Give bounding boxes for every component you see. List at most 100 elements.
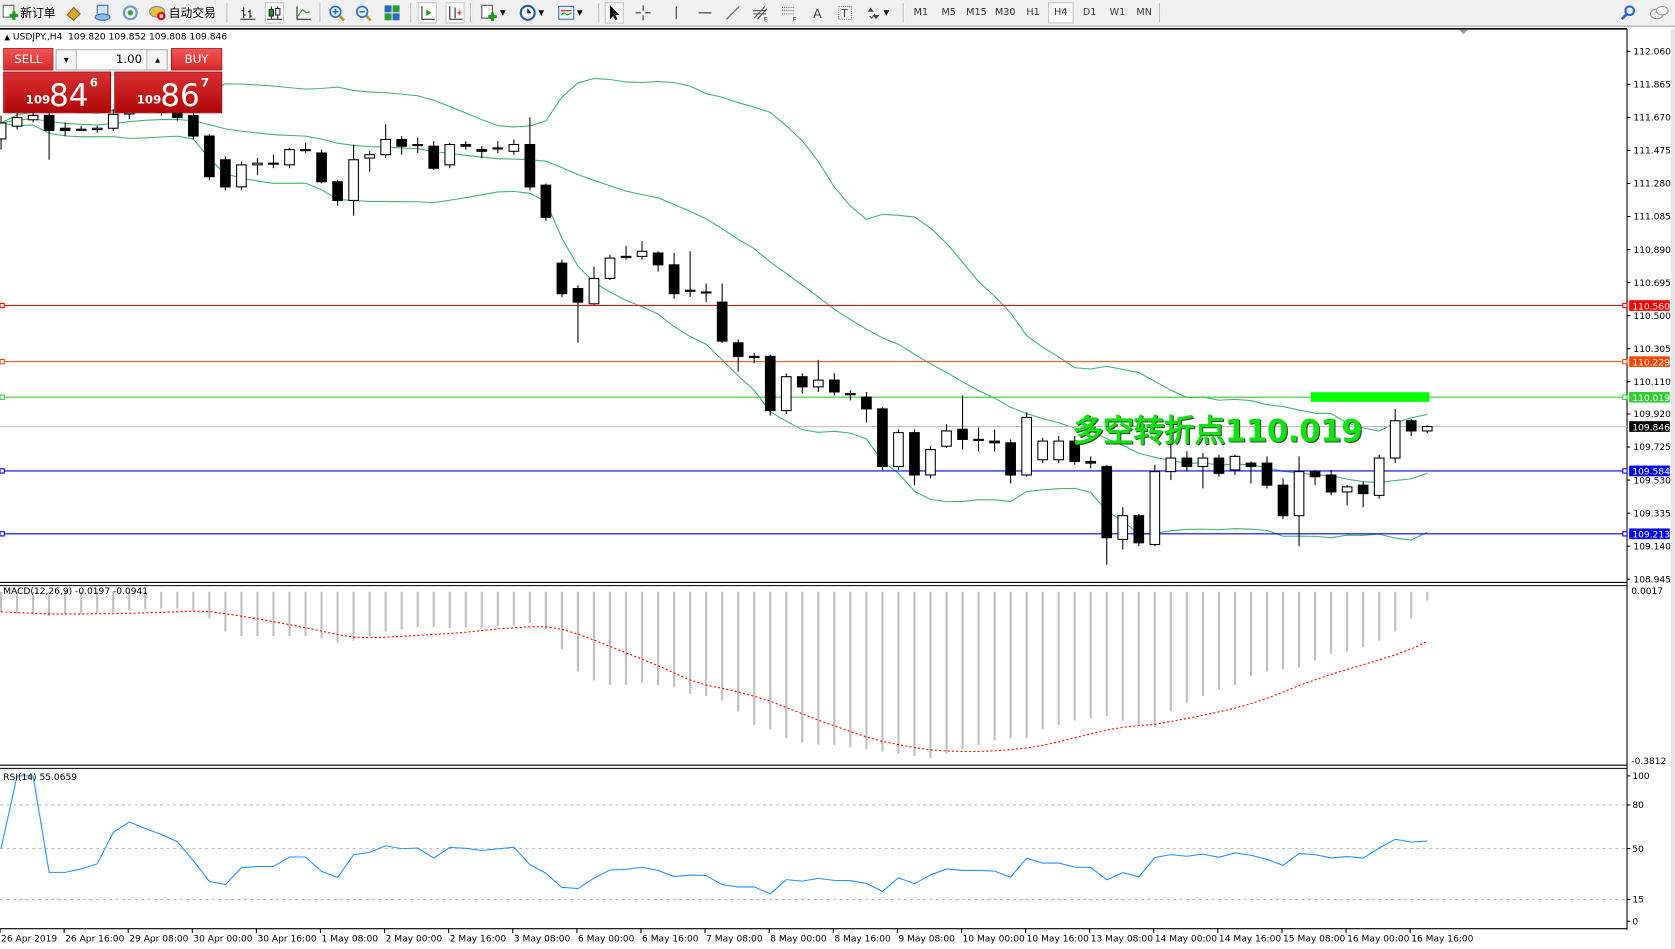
toolbar-separator <box>410 3 413 23</box>
rsi-axis-label: 50 <box>1632 845 1644 855</box>
line-handle-right[interactable] <box>1622 302 1628 309</box>
candle <box>316 149 327 184</box>
crosshair-button[interactable] <box>635 3 652 22</box>
tile-windows-button[interactable] <box>384 3 401 22</box>
period-d1[interactable]: D1 <box>1082 7 1097 19</box>
time-tick-label: 13 May 08:00 <box>1091 935 1153 945</box>
lot-increase-button[interactable]: ▲ <box>146 50 167 70</box>
candle-body <box>1005 442 1016 476</box>
candle-body <box>748 355 760 358</box>
buy-price-prefix: 109 <box>136 92 162 107</box>
trendline-button[interactable] <box>724 3 741 22</box>
templates-button[interactable]: ▼ <box>558 3 583 22</box>
right-scrollbar[interactable] <box>1670 28 1675 949</box>
line-handle-right[interactable] <box>1622 394 1628 400</box>
candle-body <box>1021 416 1032 476</box>
rsi-line <box>0 775 1428 895</box>
candle <box>252 158 263 176</box>
candle-body <box>684 289 696 292</box>
lot-decrease-button[interactable]: ▼ <box>57 50 77 70</box>
periods-icon <box>519 4 536 21</box>
search-button[interactable] <box>1620 3 1637 22</box>
lot-stepper: ▼ 1.00 ▲ <box>55 49 168 71</box>
period-m5[interactable]: M5 <box>941 7 956 19</box>
vertical-line-button[interactable] <box>668 3 685 22</box>
candle <box>1101 464 1113 565</box>
line-handle-right[interactable] <box>1622 531 1628 537</box>
candle-body <box>957 428 968 440</box>
period-m15[interactable]: M15 <box>966 7 987 19</box>
period-w1[interactable]: W1 <box>1109 7 1126 19</box>
line-handle-left[interactable] <box>0 394 5 400</box>
time-tick-label: 30 Apr 16:00 <box>257 935 316 945</box>
candle <box>1133 513 1145 547</box>
macd-label: MACD(12,26,9) -0.0197 -0.0941 <box>3 586 149 598</box>
period-m1[interactable]: M1 <box>913 7 929 19</box>
time-tick-label: 8 May 00:00 <box>770 935 827 945</box>
auto-trading-button[interactable]: 自动交易 <box>148 3 216 22</box>
chart-shift-button[interactable] <box>445 2 465 24</box>
chat-icon <box>1649 5 1669 20</box>
period-mn[interactable]: MN <box>1136 7 1152 19</box>
sell-price-button[interactable]: 109 84 6 <box>3 71 112 114</box>
candle-body <box>1261 462 1273 486</box>
candle-body <box>364 154 375 159</box>
zoom-out-button[interactable] <box>355 3 372 22</box>
buy-button[interactable]: BUY <box>170 48 223 71</box>
indicators-button[interactable]: ▼ <box>481 3 506 22</box>
horizontal-line-button[interactable] <box>697 3 714 22</box>
line-handle-right[interactable] <box>1622 468 1628 474</box>
trendline-icon <box>726 6 740 20</box>
candle <box>428 141 440 170</box>
market-watch-button[interactable] <box>65 3 82 22</box>
line-chart-button[interactable] <box>295 3 312 22</box>
pivot-annotation-text[interactable]: 多空转折点110.019 <box>1072 412 1363 449</box>
candle-body <box>668 264 680 295</box>
arrows-button[interactable]: ▼ <box>864 3 889 22</box>
candle-body <box>556 262 568 295</box>
chat-button[interactable] <box>1648 3 1669 22</box>
candle-body <box>380 138 391 156</box>
signals-button[interactable] <box>122 3 139 22</box>
period-h1[interactable]: H1 <box>1026 7 1040 19</box>
time-tick-label: 1 May 08:00 <box>322 935 379 945</box>
navigator-button[interactable] <box>94 3 111 22</box>
candle-body <box>1245 462 1257 468</box>
period-h4[interactable]: H4 <box>1048 2 1074 24</box>
horizontal-lines[interactable] <box>0 302 1628 537</box>
auto-trading-label: 自动交易 <box>168 6 216 21</box>
price-tick-label: 109.725 <box>1633 443 1671 453</box>
open-price: 109.820 <box>68 32 106 43</box>
pivot-highlight-bar[interactable] <box>1310 392 1430 402</box>
line-handle-left[interactable] <box>0 358 5 365</box>
cursor-button[interactable] <box>604 2 624 24</box>
candle-body <box>75 128 87 131</box>
fibonacci-expansion-button[interactable]: E <box>752 3 769 22</box>
line-handle-right[interactable] <box>1622 358 1628 365</box>
bar-chart-button[interactable] <box>239 3 256 22</box>
price-tag <box>1629 421 1670 432</box>
periods-button[interactable]: ▼ <box>519 3 544 22</box>
price-tag <box>1629 528 1670 540</box>
period-m30[interactable]: M30 <box>995 7 1016 19</box>
new-order-button[interactable]: 新订单 <box>2 3 56 22</box>
buy-price-button[interactable]: 109 86 7 <box>114 71 223 114</box>
bollinger-lower-band <box>0 122 1428 541</box>
line-handle-left[interactable] <box>0 302 5 309</box>
text-label-button[interactable]: T <box>836 3 853 22</box>
text-button[interactable]: A <box>810 3 827 22</box>
lot-input[interactable]: 1.00 <box>76 50 146 70</box>
line-chart-icon <box>296 6 311 20</box>
price-tick-label: 111.085 <box>1633 213 1671 223</box>
candlesticks-button[interactable] <box>264 2 285 24</box>
collapse-triangle-icon[interactable]: ▲ <box>4 33 11 42</box>
auto-scroll-button[interactable] <box>417 2 437 24</box>
chart-shift-marker-icon[interactable] <box>1459 29 1468 35</box>
sell-button[interactable]: SELL <box>3 48 54 71</box>
line-handle-left[interactable] <box>0 531 5 537</box>
zoom-in-button[interactable] <box>328 3 345 22</box>
line-handle-left[interactable] <box>0 468 5 474</box>
candle-body <box>652 252 664 266</box>
fibonacci-fan-button[interactable]: F <box>781 3 798 22</box>
